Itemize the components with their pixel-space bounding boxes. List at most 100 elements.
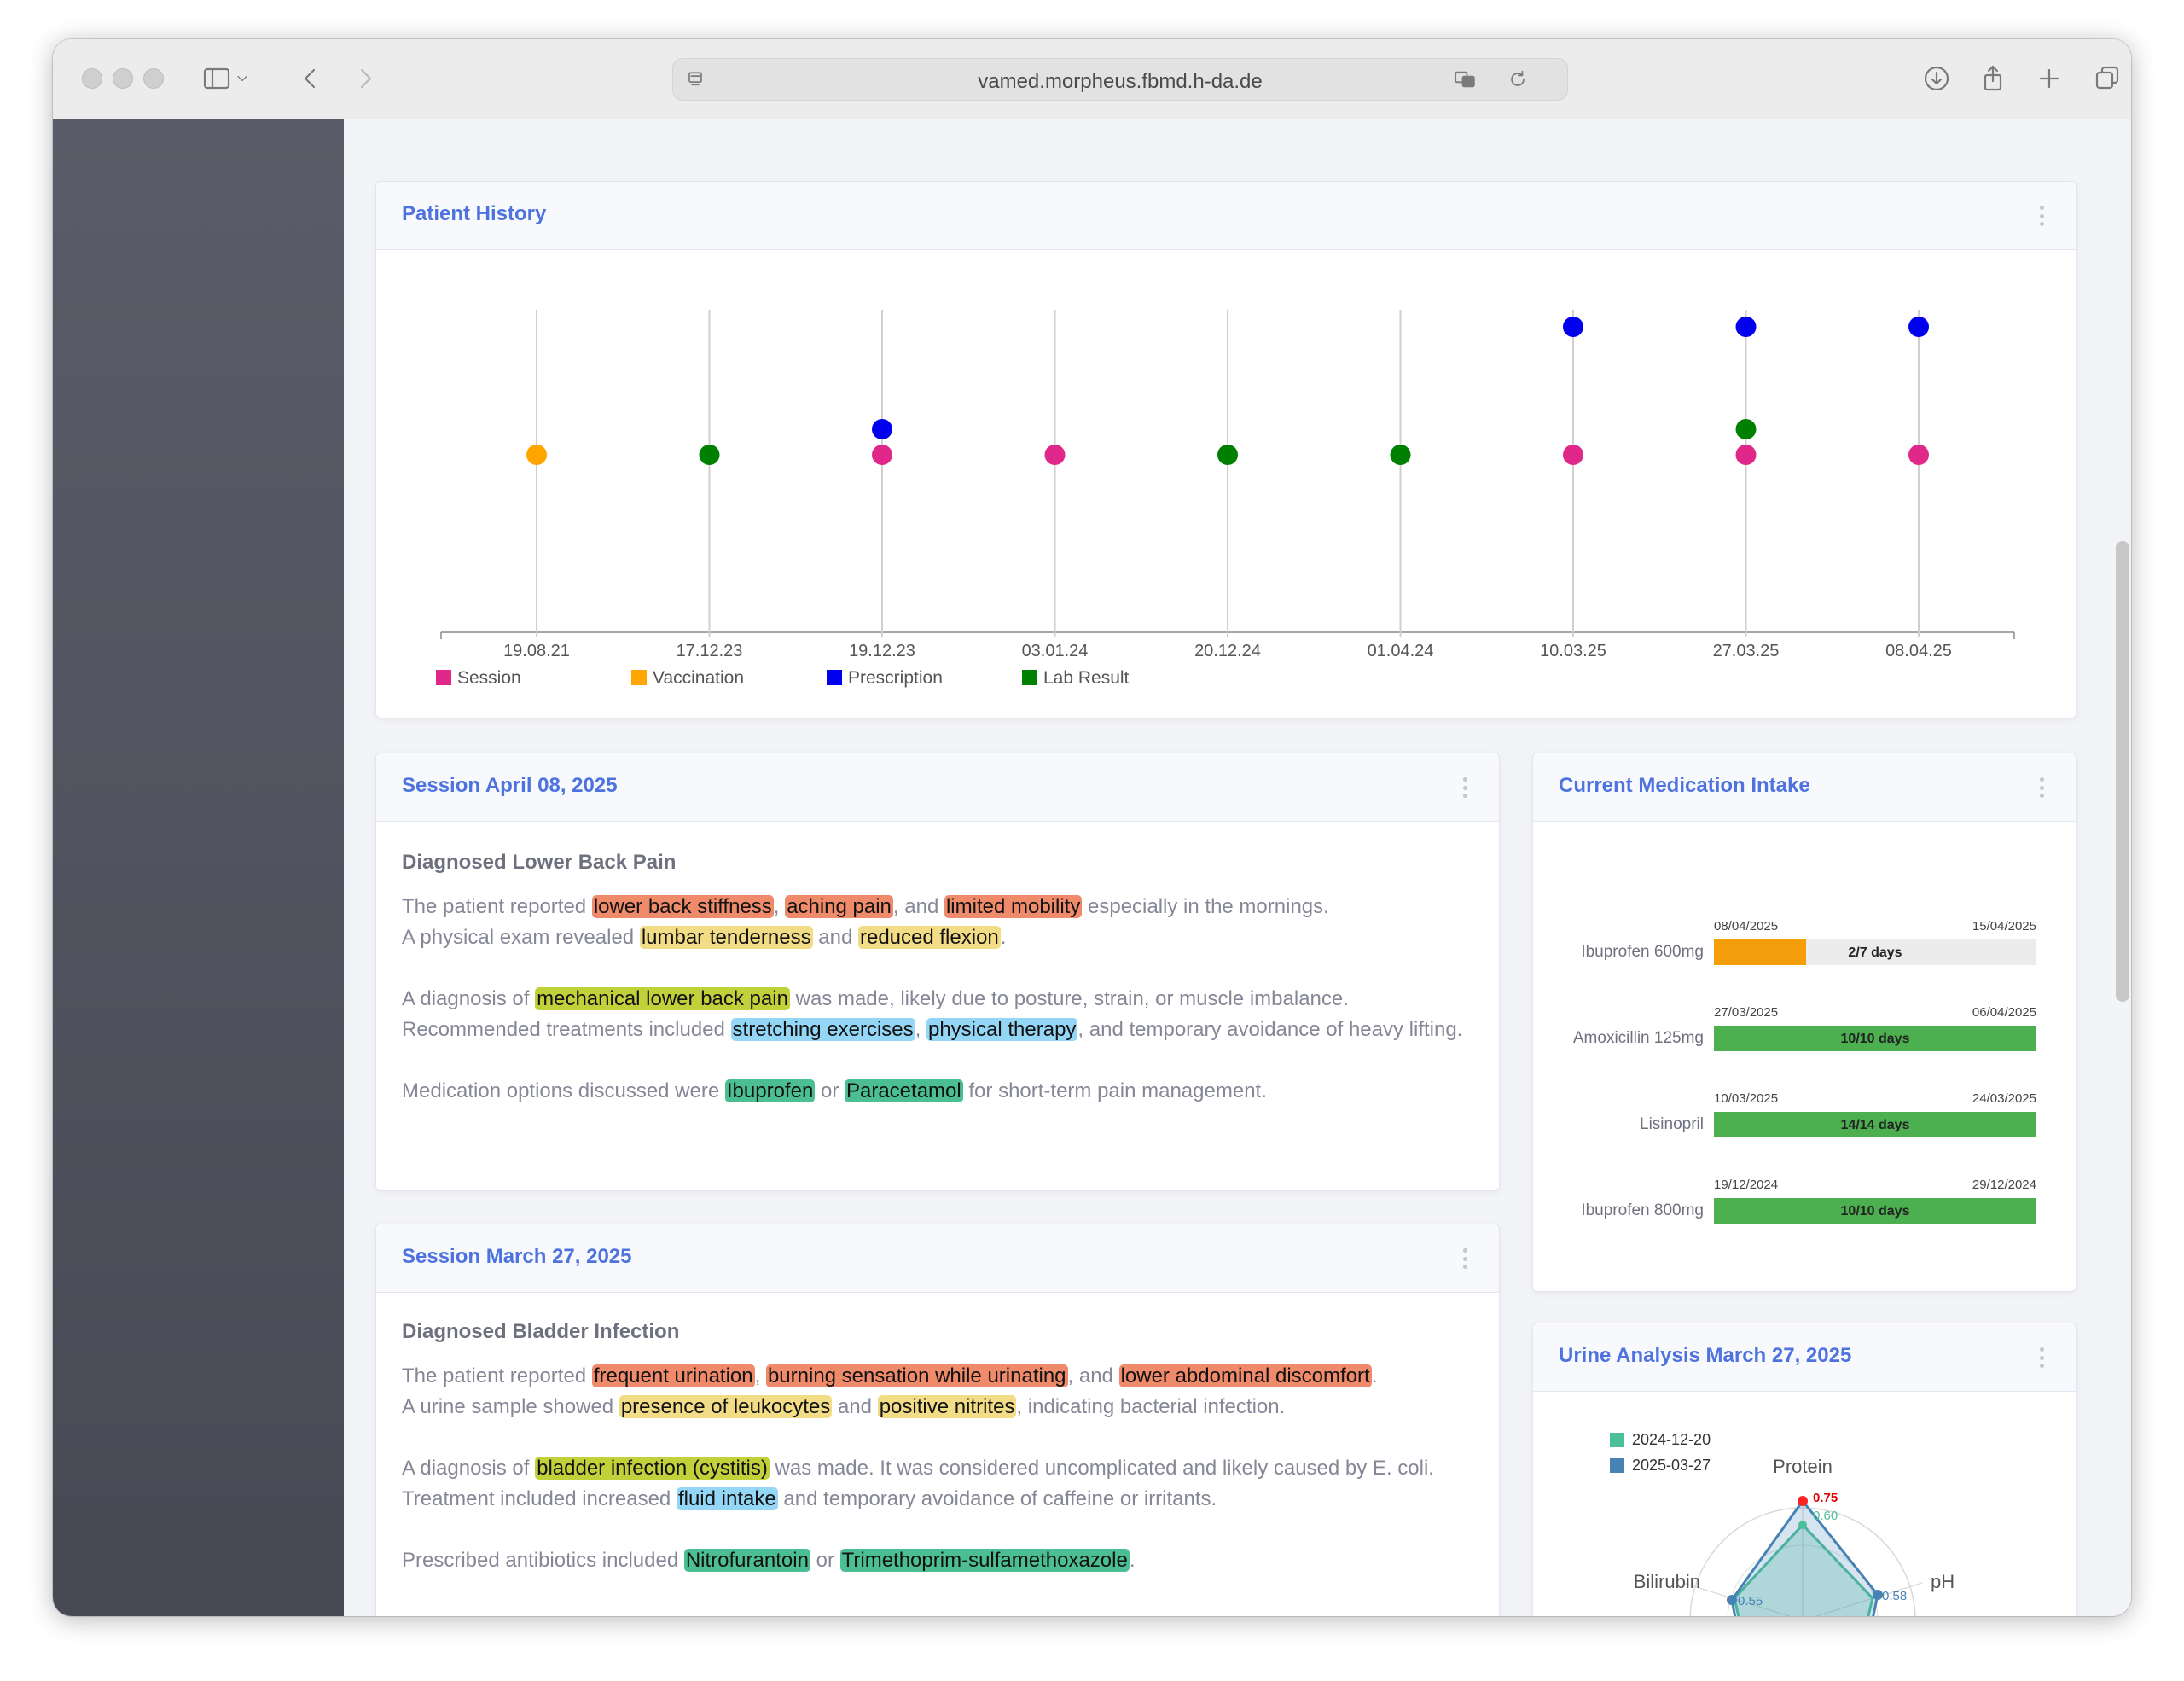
timeline-event-marker[interactable] <box>1390 445 1411 465</box>
card-header: Session April 08, 2025 <box>376 753 1499 822</box>
timeline-event-marker[interactable] <box>1908 317 1929 337</box>
card-menu-icon[interactable] <box>1461 1248 1468 1269</box>
session-paragraph: Prescribed antibiotics included Nitrofur… <box>402 1545 1473 1576</box>
symptom-highlight: frequent urination <box>591 1364 755 1387</box>
legend-label: Session <box>457 668 521 688</box>
timeline-event-marker[interactable] <box>526 445 547 465</box>
close-window-button[interactable] <box>82 68 102 89</box>
timeline-event-marker[interactable] <box>1563 317 1583 337</box>
date-tick-label: 08.04.25 <box>1885 642 1952 660</box>
session-paragraph: The patient reported frequent urination,… <box>402 1361 1473 1422</box>
sidebar-toggle-icon[interactable] <box>198 60 235 97</box>
medication-progress-fill <box>1714 1112 2036 1137</box>
share-icon[interactable] <box>1974 60 2012 97</box>
medication-name: Lisinopril <box>1640 1115 1704 1133</box>
text-segment: The patient reported <box>402 895 592 918</box>
text-segment: , and <box>892 895 944 918</box>
card-header: Session March 27, 2025 <box>376 1224 1499 1293</box>
date-tick-label: 01.04.24 <box>1368 642 1434 660</box>
browser-toolbar: vamed.morpheus.fbmd.h-da.de <box>53 39 2131 119</box>
radar-value-label: 0.55 <box>1738 1594 1763 1608</box>
date-tick-label: 20.12.24 <box>1194 642 1261 660</box>
timeline-event-marker[interactable] <box>872 445 892 465</box>
treatment-highlight: physical therapy <box>926 1018 1078 1041</box>
timeline-event-marker[interactable] <box>872 419 892 439</box>
card-menu-icon[interactable] <box>2038 1347 2045 1368</box>
symptom-highlight: burning sensation while urinating <box>765 1364 1068 1387</box>
page-menu-icon[interactable] <box>677 61 714 98</box>
radar-point[interactable] <box>1873 1590 1883 1600</box>
browser-window: vamed.morpheus.fbmd.h-da.de Patient Hist… <box>53 39 2131 1616</box>
radar-axis-label: Protein <box>1773 1456 1833 1477</box>
text-segment: , and temporary avoidance of heavy lifti… <box>1077 1018 1463 1041</box>
medication-progress-track[interactable]: 10/10 days <box>1714 1198 2036 1224</box>
new-tab-icon[interactable] <box>2030 60 2068 97</box>
text-segment: A diagnosis of <box>402 987 536 1010</box>
text-segment: Medication options discussed were <box>402 1079 725 1102</box>
card-menu-icon[interactable] <box>2038 777 2045 798</box>
radar-value-label: 0.75 <box>1813 1491 1838 1505</box>
legend-label: 2025-03-27 <box>1632 1457 1711 1474</box>
text-segment: and temporary avoidance of caffeine or i… <box>777 1487 1217 1510</box>
text-segment: , <box>773 895 786 918</box>
diagnosis-title: Diagnosed Bladder Infection <box>402 1320 680 1343</box>
timeline-event-marker[interactable] <box>699 445 720 465</box>
address-bar[interactable]: vamed.morpheus.fbmd.h-da.de <box>672 58 1568 101</box>
radar-value-label: 0.60 <box>1813 1509 1838 1523</box>
zoom-window-button[interactable] <box>143 68 164 89</box>
timeline-event-marker[interactable] <box>1044 445 1066 465</box>
radar-point[interactable] <box>1727 1595 1737 1605</box>
timeline-event-marker[interactable] <box>1735 419 1757 439</box>
card-menu-icon[interactable] <box>1461 777 1468 798</box>
card-menu-icon[interactable] <box>2038 206 2045 226</box>
timeline-event-marker[interactable] <box>1908 445 1929 465</box>
legend-swatch <box>1610 1458 1624 1473</box>
timeline-event-marker[interactable] <box>1735 317 1757 337</box>
legend-swatch <box>436 670 451 685</box>
text-segment: Treatment included increased <box>402 1487 677 1510</box>
page-scrollbar[interactable] <box>2116 541 2129 1002</box>
text-segment: The patient reported <box>402 1364 592 1387</box>
text-segment: and <box>812 926 858 949</box>
medication-progress-fill <box>1714 1026 2036 1051</box>
card-header: Patient History <box>376 182 2076 250</box>
downloads-icon[interactable] <box>1918 60 1955 97</box>
urine-analysis-card: Urine Analysis March 27, 2025 2024-12-20… <box>1532 1323 2077 1616</box>
text-segment: or <box>815 1079 845 1102</box>
medication-start-date: 19/12/2024 <box>1714 1178 1779 1192</box>
timeline-event-marker[interactable] <box>1217 445 1238 465</box>
legend-swatch <box>1610 1433 1624 1447</box>
medication-timeline: Ibuprofen 600mg 08/04/2025 15/04/2025 2/7 d… <box>1533 822 2076 1291</box>
reload-icon[interactable] <box>1499 61 1536 98</box>
radar-chart-body: 2024-12-20 2025-03-27 Protein pH Bilirubin 0.… <box>1533 1392 2076 1616</box>
timeline-chart: 19.08.21 17.12.23 19.12.23 03.01.24 20.12.24… <box>436 310 2015 688</box>
radar-axis-line <box>1682 1582 1792 1616</box>
medication-progress-label: 10/10 days <box>1840 1032 1910 1046</box>
back-arrow-icon[interactable] <box>292 60 329 97</box>
chevron-down-icon[interactable] <box>230 60 254 97</box>
medication-start-date: 27/03/2025 <box>1714 1005 1779 1020</box>
tab-overview-icon[interactable] <box>2088 60 2126 97</box>
session-body: Diagnosed Lower Back Pain The patient re… <box>376 822 1499 1136</box>
radar-series-2024-12-20 <box>1733 1522 1874 1616</box>
medication-progress-track[interactable]: 10/10 days <box>1714 1026 2036 1051</box>
medication-progress-track[interactable]: 2/7 days <box>1714 939 2036 965</box>
radar-chart: 2024-12-20 2025-03-27 Protein pH Bilirubin 0.… <box>1610 1431 1955 1616</box>
text-segment: . <box>1371 1364 1378 1387</box>
timeline-event-marker[interactable] <box>1563 445 1583 465</box>
timeline-event-marker[interactable] <box>1735 445 1757 465</box>
translate-icon[interactable] <box>1446 61 1484 98</box>
patient-history-card: Patient History 19.08.21 17.12.23 19.12.23… <box>375 181 2077 718</box>
medication-progress-track[interactable]: 14/14 days <box>1714 1112 2036 1137</box>
diagnosis-highlight: mechanical lower back pain <box>535 987 790 1010</box>
radar-point[interactable] <box>1798 1496 1808 1506</box>
text-segment: A physical exam revealed <box>402 926 640 949</box>
radar-series-2025-03-27 <box>1730 1498 1879 1616</box>
medication-highlight: Paracetamol <box>844 1079 963 1102</box>
url-text[interactable]: vamed.morpheus.fbmd.h-da.de <box>978 70 1263 93</box>
medication-end-date: 06/04/2025 <box>1972 1005 2036 1020</box>
medication-progress-label: 14/14 days <box>1840 1118 1910 1132</box>
radar-point[interactable] <box>1798 1521 1807 1529</box>
forward-arrow-icon[interactable] <box>346 60 384 97</box>
minimize-window-button[interactable] <box>113 68 133 89</box>
